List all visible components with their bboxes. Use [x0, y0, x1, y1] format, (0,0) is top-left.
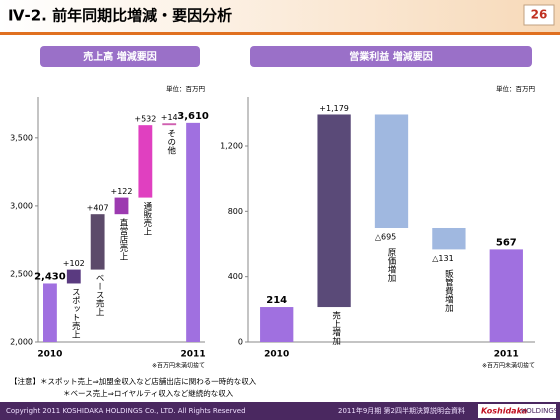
x-tick-label: 2011 — [494, 350, 519, 360]
category-label: ベース売上 — [94, 274, 104, 317]
bar — [66, 269, 81, 284]
bar — [138, 125, 153, 198]
note: ＊ベース売上⇒ロイヤルティ収入など継続的な収入 — [63, 388, 234, 398]
logo-box — [478, 404, 556, 418]
category-label: その他 — [166, 129, 176, 155]
y-tick-label: 800 — [228, 207, 243, 216]
unit-label: 単位：百万円 — [166, 84, 205, 93]
copyright: Copyright 2011 KOSHIDAKA HOLDINGS Co., L… — [6, 407, 246, 415]
value-label: +102 — [63, 259, 85, 268]
y-tick-label: 1,200 — [220, 142, 243, 151]
page-box — [523, 4, 555, 26]
value-label: 214 — [266, 295, 287, 306]
logo: Koshidaka — [481, 407, 527, 416]
y-tick-label: 0 — [238, 338, 243, 347]
value-label: 3,610 — [177, 111, 209, 122]
footnote: ※百万円未満切捨て — [482, 362, 535, 370]
bar — [317, 114, 351, 308]
footnote: ※百万円未満切捨て — [152, 362, 205, 370]
value-label: +532 — [134, 115, 156, 124]
y-tick-label: 400 — [228, 272, 243, 281]
panel-title: 売上高 増減要因 — [83, 50, 156, 63]
bar — [489, 249, 523, 342]
category-label: 売上増加 — [331, 311, 341, 347]
bar — [90, 214, 105, 270]
category-label: 原価増加 — [386, 248, 396, 283]
category-label: 直営店売上 — [118, 218, 128, 261]
y-tick-label: 2,000 — [10, 338, 33, 347]
doc-title: 2011年9月期 第2四半期決算説明会資料 — [338, 406, 465, 415]
footer-band — [0, 402, 560, 420]
bar — [260, 307, 294, 342]
category-label: 販管費増加 — [443, 269, 453, 313]
slide-title: Ⅳ-2. 前年同期比増減・要因分析 — [8, 7, 232, 25]
value-label: +1,179 — [319, 104, 349, 113]
bar — [374, 114, 409, 228]
value-label: △131 — [432, 254, 453, 263]
value-label: 2,430 — [34, 271, 66, 282]
unit-label: 単位：百万円 — [496, 84, 535, 93]
value-label: 567 — [496, 237, 517, 248]
y-tick-label: 2,500 — [10, 269, 33, 278]
value-label: △695 — [375, 232, 396, 241]
value-label: +407 — [87, 204, 109, 213]
page-number: 26 — [531, 8, 548, 22]
bar — [432, 227, 466, 250]
panel-title-box — [250, 46, 532, 67]
panel-title-box — [40, 46, 200, 67]
header-band — [0, 0, 560, 32]
bar — [186, 122, 200, 342]
x-tick-label: 2010 — [37, 350, 62, 360]
y-tick-label: 3,000 — [10, 201, 33, 210]
value-label: +14 — [161, 113, 178, 122]
header-rule — [0, 32, 560, 35]
x-tick-label: 2010 — [264, 350, 289, 360]
y-tick-label: 3,500 — [10, 133, 33, 142]
bar — [43, 283, 57, 342]
category-label: スポット売上 — [70, 287, 80, 338]
panel-title: 営業利益 増減要因 — [349, 50, 432, 63]
bar — [114, 197, 129, 215]
logo: HOLDINGS — [521, 407, 559, 415]
bar — [162, 123, 177, 126]
value-label: +122 — [111, 187, 133, 196]
x-tick-label: 2011 — [181, 350, 206, 360]
note: 【注意】＊スポット売上⇒加盟金収入など店舗出店に関わる一時的な収入 — [10, 376, 257, 386]
category-label: 通販売上 — [142, 201, 152, 236]
